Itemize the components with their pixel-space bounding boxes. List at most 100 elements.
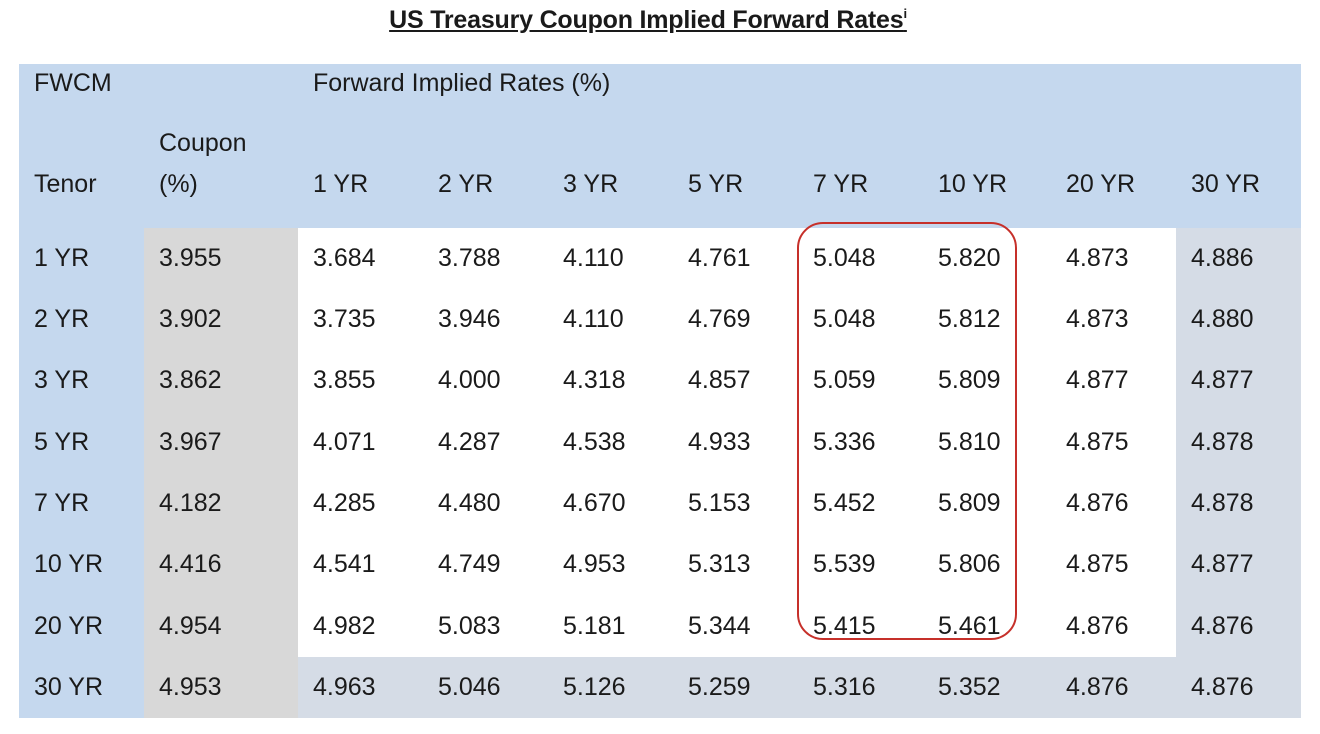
rate-cell: 5.809 <box>938 366 1001 394</box>
coupon-header-line1: Coupon <box>159 129 247 157</box>
rate-cell: 4.877 <box>1191 550 1254 578</box>
rate-cell: 4.876 <box>1066 673 1129 701</box>
coupon-cell: 3.902 <box>159 305 222 333</box>
rate-cell: 5.083 <box>438 612 501 640</box>
coupon-header-line2: (%) <box>159 170 198 198</box>
rate-cell: 4.110 <box>563 244 624 272</box>
rate-cell: 4.875 <box>1066 550 1129 578</box>
rate-cell: 4.285 <box>313 489 376 517</box>
rate-cell: 4.761 <box>688 244 751 272</box>
rate-cell: 4.876 <box>1066 612 1129 640</box>
rate-cell: 5.820 <box>938 244 1001 272</box>
rate-cell: 4.963 <box>313 673 376 701</box>
rate-cell: 5.259 <box>688 673 751 701</box>
rate-cell: 4.110 <box>563 305 624 333</box>
rate-cell: 4.878 <box>1191 428 1254 456</box>
rate-cell: 4.749 <box>438 550 501 578</box>
tenor-cell: 5 YR <box>34 428 90 456</box>
last-column-bg <box>1176 228 1301 718</box>
column-header: 5 YR <box>688 170 744 198</box>
rate-cell: 5.181 <box>563 612 626 640</box>
tenor-cell: 7 YR <box>34 489 90 517</box>
rate-cell: 4.982 <box>313 612 376 640</box>
rate-cell: 4.886 <box>1191 244 1254 272</box>
rate-cell: 4.875 <box>1066 428 1129 456</box>
rate-cell: 5.336 <box>813 428 876 456</box>
rate-cell: 4.876 <box>1191 673 1254 701</box>
column-header: 1 YR <box>313 170 369 198</box>
column-header: 30 YR <box>1191 170 1261 198</box>
rate-cell: 3.684 <box>313 244 376 272</box>
tenor-cell: 20 YR <box>34 612 104 640</box>
coupon-cell: 4.953 <box>159 673 222 701</box>
rate-cell: 4.287 <box>438 428 501 456</box>
rate-cell: 5.539 <box>813 550 876 578</box>
rate-cell: 4.857 <box>688 366 751 394</box>
tenor-cell: 30 YR <box>34 673 104 701</box>
rate-cell: 4.670 <box>563 489 626 517</box>
rate-cell: 5.352 <box>938 673 1001 701</box>
rate-cell: 5.415 <box>813 612 876 640</box>
rate-cell: 4.541 <box>313 550 376 578</box>
column-header: 10 YR <box>938 170 1008 198</box>
page-title: US Treasury Coupon Implied Forward Rates… <box>389 6 907 34</box>
coupon-column-bg <box>144 228 298 718</box>
rate-cell: 4.876 <box>1066 489 1129 517</box>
coupon-cell: 4.182 <box>159 489 222 517</box>
rate-cell: 4.877 <box>1066 366 1129 394</box>
rate-cell: 3.946 <box>438 305 501 333</box>
tenor-cell: 3 YR <box>34 366 90 394</box>
tenor-cell: 2 YR <box>34 305 90 333</box>
rate-cell: 4.876 <box>1191 612 1254 640</box>
rate-cell: 3.735 <box>313 305 376 333</box>
rate-cell: 5.806 <box>938 550 1001 578</box>
rate-cell: 5.809 <box>938 489 1001 517</box>
rate-cell: 5.046 <box>438 673 501 701</box>
rate-cell: 4.877 <box>1191 366 1254 394</box>
rate-cell: 5.810 <box>938 428 1001 456</box>
tenor-header: Tenor <box>34 170 97 198</box>
rate-cell: 4.769 <box>688 305 751 333</box>
rate-cell: 4.873 <box>1066 244 1129 272</box>
rate-cell: 4.873 <box>1066 305 1129 333</box>
coupon-cell: 3.862 <box>159 366 222 394</box>
rate-cell: 3.788 <box>438 244 501 272</box>
tenor-cell: 1 YR <box>34 244 90 272</box>
rate-cell: 3.855 <box>313 366 376 394</box>
rate-cell: 5.126 <box>563 673 626 701</box>
rate-cell: 5.316 <box>813 673 876 701</box>
column-header: 2 YR <box>438 170 494 198</box>
fwcm-label: FWCM <box>34 69 112 97</box>
tenor-cell: 10 YR <box>34 550 104 578</box>
coupon-cell: 4.954 <box>159 612 222 640</box>
rate-cell: 4.071 <box>313 428 376 456</box>
rate-cell: 4.953 <box>563 550 626 578</box>
rate-cell: 5.461 <box>938 612 1001 640</box>
rate-cell: 5.344 <box>688 612 751 640</box>
rate-cell: 5.048 <box>813 305 876 333</box>
rate-cell: 4.480 <box>438 489 501 517</box>
highlight-box-7yr-10yr <box>797 222 1017 640</box>
coupon-cell: 4.416 <box>159 550 222 578</box>
coupon-cell: 3.967 <box>159 428 222 456</box>
column-header: 20 YR <box>1066 170 1136 198</box>
rate-cell: 4.880 <box>1191 305 1254 333</box>
title-footnote-marker: i <box>903 6 907 21</box>
forward-rates-table: FWCM Forward Implied Rates (%) Coupon (%… <box>19 64 1301 718</box>
rate-cell: 4.538 <box>563 428 626 456</box>
rate-cell: 4.933 <box>688 428 751 456</box>
rate-cell: 4.878 <box>1191 489 1254 517</box>
last-row-bg <box>298 657 1176 718</box>
coupon-cell: 3.955 <box>159 244 222 272</box>
rate-cell: 5.059 <box>813 366 876 394</box>
forward-rates-group-label: Forward Implied Rates (%) <box>313 69 611 97</box>
rate-cell: 4.318 <box>563 366 626 394</box>
rate-cell: 5.048 <box>813 244 876 272</box>
rate-cell: 5.812 <box>938 305 1001 333</box>
rates-body-bg <box>298 228 1176 657</box>
rate-cell: 5.153 <box>688 489 751 517</box>
column-header: 7 YR <box>813 170 869 198</box>
rate-cell: 4.000 <box>438 366 501 394</box>
column-header: 3 YR <box>563 170 619 198</box>
rate-cell: 5.452 <box>813 489 876 517</box>
